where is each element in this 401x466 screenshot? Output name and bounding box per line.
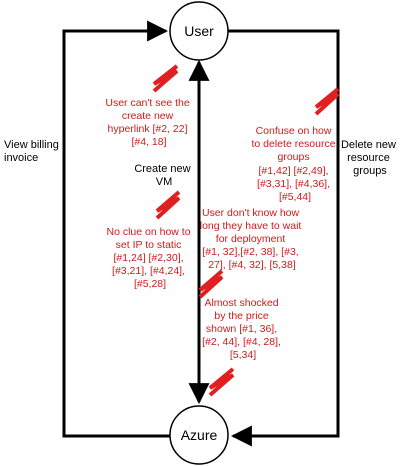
zigzag-marker-hyperlink [152, 64, 179, 93]
azure-node-label: Azure [181, 427, 218, 443]
pain-static-ip: No clue on how to set IP to static [#1,2… [107, 226, 194, 290]
pain-price-shock: Almost shocked by the price shown [#1, 3… [202, 297, 284, 361]
view-billing-label: View billing invoice [4, 139, 62, 164]
pain-delete-groups: Confuse on how to delete resource groups… [252, 125, 339, 203]
pain-deploy-wait: User don't know how long they have to wa… [200, 207, 305, 271]
zigzag-marker-delete [314, 87, 340, 116]
pain-hyperlink: User can't see the create new hyperlink … [105, 97, 192, 148]
view-billing-connector [62, 20, 172, 438]
azure-node: Azure [169, 405, 229, 465]
create-vm-label: Create new VM [134, 163, 193, 188]
user-node-label: User [184, 23, 214, 39]
zigzag-marker-deploy [198, 269, 224, 299]
delete-groups-connector [228, 29, 340, 447]
delete-groups-label: Delete new resource groups [341, 139, 399, 177]
zigzag-marker-price [208, 367, 235, 397]
user-node: User [169, 1, 229, 61]
zigzag-marker-static-ip [155, 190, 181, 220]
